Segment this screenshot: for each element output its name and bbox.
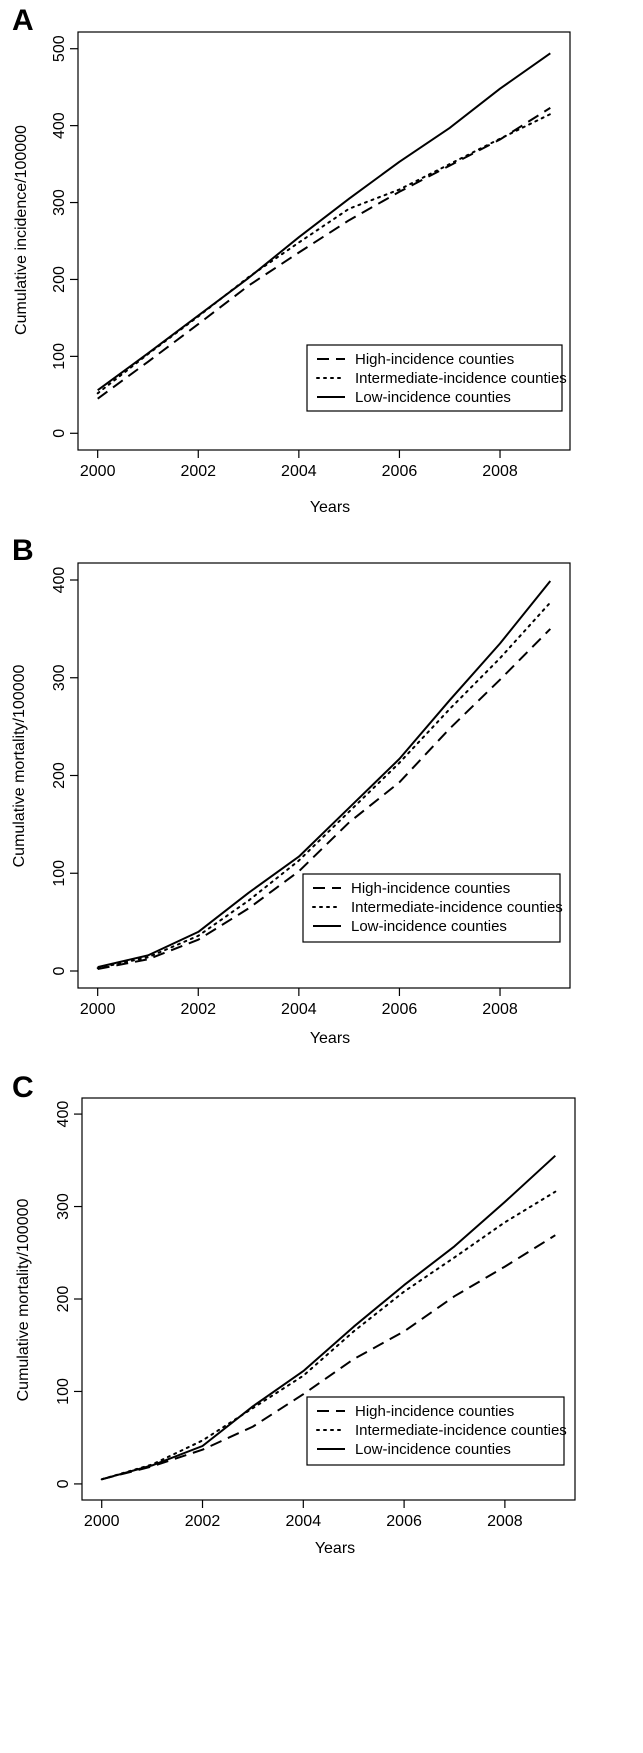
y-tick-label: 300 — [55, 1193, 72, 1220]
legend: High-incidence counties Intermediate-inci… — [302, 873, 563, 943]
y-tick-label: 200 — [51, 762, 68, 789]
x-tick-label: 2004 — [286, 1513, 322, 1530]
legend-label: Low-incidence counties — [355, 1441, 511, 1458]
series-line-dotted — [96, 601, 552, 970]
y-tick-label: 200 — [51, 266, 68, 293]
legend-box — [302, 873, 561, 943]
x-tick-label: 2006 — [382, 463, 418, 480]
legend-label: Intermediate-incidence counties — [351, 899, 563, 916]
y-tick-label: 300 — [51, 664, 68, 691]
y-tick-label: 200 — [55, 1286, 72, 1313]
y-axis-label: Cumulative mortality/100000 — [11, 665, 28, 868]
x-axis-label: Years — [310, 1030, 350, 1047]
y-tick-label: 0 — [51, 429, 68, 438]
chart-panel-c: C 2000 2002 2004 2006 2008 0 100 200 300 400 Years C… — [12, 1071, 576, 1557]
series-line-dotted — [100, 1190, 557, 1481]
y-axis-label: Cumulative incidence/100000 — [13, 125, 30, 335]
x-tick-label: 2000 — [80, 1001, 116, 1018]
series-line-dashed — [97, 628, 552, 970]
legend-label: High-incidence counties — [355, 1403, 514, 1420]
chart-panel-a: A 2000 2002 2004 2006 2008 0 100 200 300 400 500 Yea… — [12, 4, 571, 516]
series-line-dashed — [101, 1234, 556, 1481]
x-tick-label: 2000 — [80, 463, 116, 480]
y-tick-label: 100 — [55, 1378, 72, 1405]
y-axis-label: Cumulative mortality/100000 — [15, 1199, 32, 1402]
x-tick-label: 2008 — [482, 1001, 518, 1018]
y-tick-label: 400 — [51, 567, 68, 594]
x-tick-label: 2006 — [382, 1001, 418, 1018]
plot-frame — [77, 31, 571, 451]
y-tick-label: 100 — [51, 860, 68, 887]
series-line-solid — [97, 580, 552, 969]
x-tick-label: 2008 — [482, 463, 518, 480]
x-tick-label: 2004 — [281, 1001, 317, 1018]
y-tick-label: 400 — [51, 112, 68, 139]
x-tick-label: 2002 — [180, 1001, 216, 1018]
y-tick-label: 500 — [51, 35, 68, 62]
series-line-solid — [101, 1154, 556, 1481]
x-axis-label: Years — [310, 499, 350, 516]
y-tick-label: 300 — [51, 189, 68, 216]
y-tick-label: 400 — [55, 1101, 72, 1128]
x-tick-label: 2002 — [180, 463, 216, 480]
legend-box — [306, 1396, 565, 1466]
legend-box — [306, 344, 563, 412]
y-tick-label: 0 — [51, 966, 68, 975]
legend-label: Intermediate-incidence counties — [355, 370, 567, 387]
series-line-solid — [97, 52, 551, 392]
panel-letter: B — [12, 534, 34, 567]
y-tick-label: 0 — [55, 1479, 72, 1488]
x-tick-label: 2006 — [386, 1513, 422, 1530]
x-tick-label: 2002 — [185, 1513, 221, 1530]
panel-letter: A — [12, 4, 34, 37]
y-tick-label: 100 — [51, 343, 68, 370]
legend: High-incidence counties Intermediate-inci… — [306, 344, 567, 412]
chart-panel-b: B 2000 2002 2004 2006 2008 0 100 200 300 400 Years C… — [11, 534, 571, 1047]
legend-label: Intermediate-incidence counties — [355, 1422, 567, 1439]
legend-label: Low-incidence counties — [355, 389, 511, 406]
legend-label: Low-incidence counties — [351, 918, 507, 935]
legend: High-incidence counties Intermediate-inci… — [306, 1396, 567, 1466]
series-line-dotted — [96, 113, 552, 395]
legend-label: High-incidence counties — [355, 351, 514, 368]
x-tick-label: 2004 — [281, 463, 317, 480]
x-tick-label: 2000 — [84, 1513, 120, 1530]
x-tick-label: 2008 — [487, 1513, 523, 1530]
legend-label: High-incidence counties — [351, 880, 510, 897]
panel-letter: C — [12, 1071, 34, 1104]
x-axis-label: Years — [315, 1540, 355, 1557]
